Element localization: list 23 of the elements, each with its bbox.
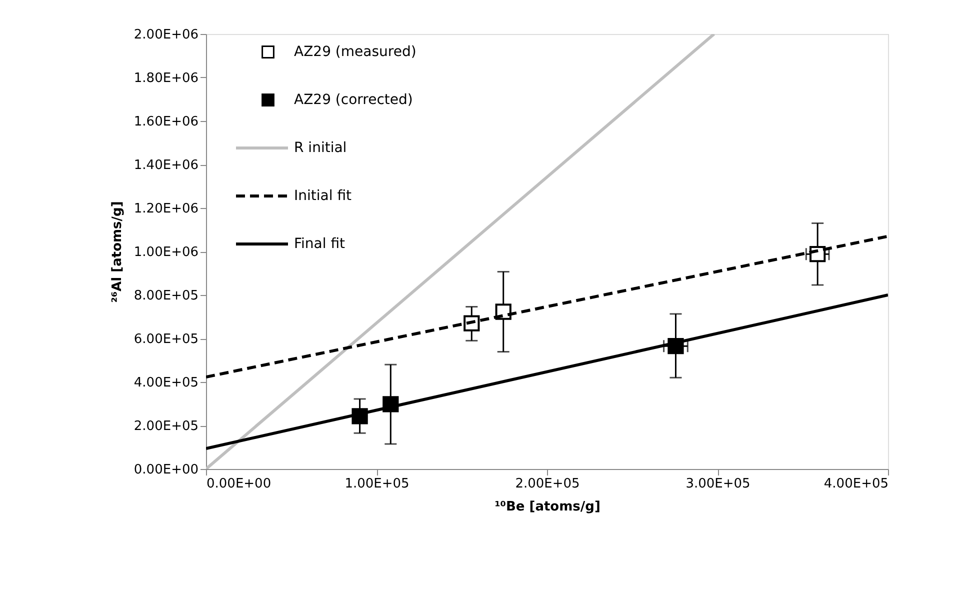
- x-tick-label: 3.00E+05: [686, 476, 750, 492]
- y-tick-label: 1.80E+06: [134, 71, 198, 86]
- legend-label: Final fit: [294, 236, 346, 252]
- x-axis-title: ¹⁰Be [atoms/g]: [494, 500, 600, 514]
- y-tick-label: 2.00E+05: [134, 419, 198, 434]
- y-tick-label: 8.00E+05: [134, 288, 198, 304]
- y-tick-label: 1.20E+06: [134, 202, 198, 216]
- y-tick-label: 0.00E+00: [134, 462, 198, 478]
- legend-label: AZ29 (measured): [294, 44, 416, 60]
- y-tick-label: 4.00E+05: [134, 376, 198, 390]
- legend-label: Initial fit: [294, 188, 352, 204]
- y-tick-label: 1.00E+06: [134, 245, 198, 260]
- y-axis-title: ²⁶Al [atoms/g]: [110, 201, 125, 303]
- y-tick-label: 6.00E+05: [134, 332, 198, 347]
- y-tick-label: 2.00E+06: [134, 28, 198, 42]
- legend-label: R initial: [294, 140, 347, 156]
- legend-label: AZ29 (corrected): [294, 92, 413, 108]
- x-tick-label: 0.00E+00: [206, 476, 272, 492]
- x-tick-label: 4.00E+05: [824, 476, 888, 492]
- y-tick-label: 1.60E+06: [134, 114, 198, 130]
- x-tick-label: 1.00E+05: [344, 476, 410, 492]
- y-tick-label: 1.40E+06: [134, 158, 198, 173]
- x-tick-label: 2.00E+05: [515, 476, 580, 492]
